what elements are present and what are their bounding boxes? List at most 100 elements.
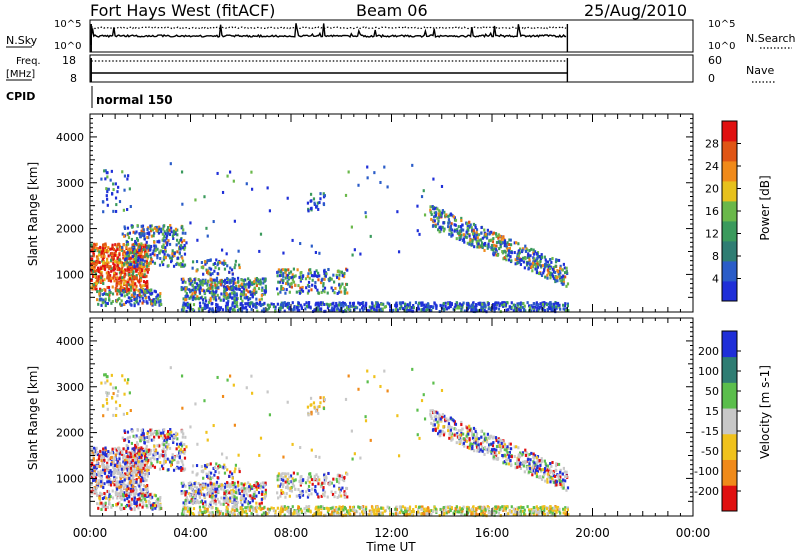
power-echo [422, 189, 425, 193]
power-echo [133, 282, 137, 286]
velocity-echo [222, 502, 225, 506]
power-echo [253, 286, 256, 290]
velocity-echo [126, 381, 129, 385]
power-echo [373, 307, 376, 311]
power-echo [140, 229, 143, 233]
power-echo [104, 261, 107, 265]
velocity-echo [298, 479, 301, 483]
power-echo [564, 302, 567, 306]
power-echo [363, 307, 366, 311]
power-echo [270, 302, 273, 306]
velocity-echo [333, 495, 336, 499]
power-echo [500, 237, 503, 241]
power-echo [342, 304, 345, 308]
power-echo [520, 302, 523, 306]
power-echo [417, 306, 420, 310]
power-echo [309, 305, 312, 309]
velocity-echo [138, 467, 141, 471]
power-echo [193, 278, 196, 282]
power-echo [436, 222, 440, 226]
power-echo [116, 260, 119, 264]
power-echo [564, 309, 568, 313]
power-echo [102, 261, 105, 265]
velocity-echo [106, 394, 109, 398]
velocity-echo [168, 432, 171, 436]
power-echo [471, 241, 474, 245]
velocity-echo [226, 468, 229, 472]
power-echo [184, 231, 187, 235]
velocity-echo [247, 489, 250, 493]
power-echo [139, 254, 142, 258]
power-echo [203, 280, 206, 284]
power-echo [361, 306, 364, 310]
power-echo [112, 258, 115, 262]
velocity-echo [319, 485, 323, 489]
velocity-echo [153, 457, 156, 461]
velocity-echo [338, 474, 341, 478]
velocity-echo [114, 491, 117, 495]
velocity-echo [310, 410, 313, 414]
velocity-echo [188, 486, 191, 490]
power-echo [300, 305, 303, 309]
power-echo [114, 243, 117, 247]
power-echo [202, 301, 205, 305]
power-echo [515, 309, 518, 313]
power-echo [314, 250, 317, 254]
velocity-echo [329, 481, 332, 485]
power-echo [311, 309, 315, 313]
power-echo [183, 243, 186, 247]
power-echo [216, 293, 219, 297]
power-echo [141, 296, 144, 300]
power-echo [345, 306, 349, 310]
power-echo [268, 303, 271, 307]
power-echo [153, 300, 157, 304]
power-echo [299, 274, 302, 278]
velocity-echo [211, 492, 214, 496]
power-echo [481, 236, 484, 240]
power-echo [490, 238, 493, 242]
velocity-echo [116, 450, 119, 454]
power-echo [146, 270, 149, 274]
power-echo [249, 290, 252, 294]
power-echo [167, 226, 170, 230]
velocity-echo [158, 498, 162, 502]
power-echo [516, 257, 519, 261]
velocity-echo [132, 447, 135, 451]
power-echo [218, 307, 222, 311]
velocity-echo [207, 473, 210, 477]
velocity-echo [335, 505, 338, 509]
power-echo [134, 256, 137, 260]
velocity-echo [107, 480, 111, 484]
power-echo [397, 250, 401, 254]
velocity-echo [143, 477, 146, 481]
power-echo [229, 287, 232, 291]
power-echo [523, 266, 526, 270]
velocity-echo [153, 430, 156, 434]
velocity-echo [156, 497, 160, 501]
power-echo [499, 245, 502, 249]
velocity-echo [101, 497, 105, 501]
power-echo [522, 260, 525, 264]
power-echo [139, 249, 142, 253]
velocity-echo [307, 413, 310, 417]
velocity-echo [233, 503, 236, 507]
velocity-echo [118, 493, 121, 497]
power-echo [326, 306, 330, 310]
power-echo [412, 309, 415, 313]
power-echo [337, 269, 340, 273]
power-echo [208, 271, 211, 275]
power-echo [127, 248, 130, 252]
power-echo [189, 282, 193, 286]
velocity-echo [225, 491, 229, 495]
power-echo [264, 290, 267, 294]
velocity-echo [147, 472, 150, 476]
power-echo [276, 287, 279, 291]
power-echo [132, 270, 135, 274]
power-echo [136, 238, 140, 242]
power-echo [185, 309, 188, 313]
power-echo [141, 301, 144, 305]
power-echo [197, 307, 201, 311]
power-echo [438, 309, 441, 313]
power-echo [547, 265, 550, 269]
power-echo [376, 304, 379, 308]
